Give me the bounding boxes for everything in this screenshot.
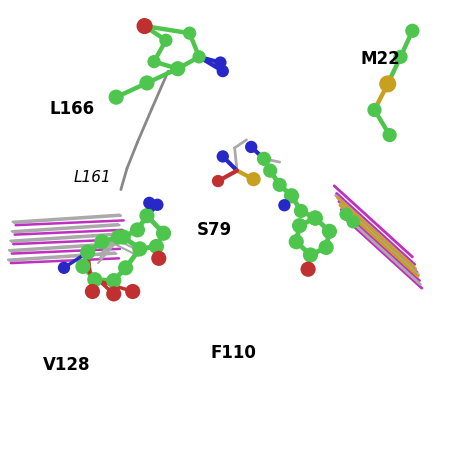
Circle shape xyxy=(308,210,323,226)
Text: F110: F110 xyxy=(211,344,257,362)
Circle shape xyxy=(278,199,291,211)
Circle shape xyxy=(183,27,196,40)
Circle shape xyxy=(284,188,299,203)
Circle shape xyxy=(319,240,334,255)
Circle shape xyxy=(149,239,164,254)
Circle shape xyxy=(214,56,227,69)
Text: M22: M22 xyxy=(360,50,400,68)
Circle shape xyxy=(94,234,109,249)
Circle shape xyxy=(151,251,166,266)
Circle shape xyxy=(125,284,140,299)
Circle shape xyxy=(58,262,70,274)
Circle shape xyxy=(109,90,124,105)
Text: S79: S79 xyxy=(197,220,232,238)
Circle shape xyxy=(379,75,396,92)
Circle shape xyxy=(339,208,353,221)
Circle shape xyxy=(170,61,185,76)
Circle shape xyxy=(393,50,408,64)
Circle shape xyxy=(192,50,206,64)
Circle shape xyxy=(139,75,155,91)
Circle shape xyxy=(80,245,95,260)
Circle shape xyxy=(139,208,155,223)
Circle shape xyxy=(292,218,307,233)
Circle shape xyxy=(143,197,155,209)
Text: L161: L161 xyxy=(73,171,111,185)
Circle shape xyxy=(273,178,287,192)
Circle shape xyxy=(132,241,147,256)
Circle shape xyxy=(151,199,164,211)
Circle shape xyxy=(87,272,102,287)
Circle shape xyxy=(322,224,337,239)
Circle shape xyxy=(383,128,397,142)
Circle shape xyxy=(294,204,308,218)
Circle shape xyxy=(346,215,360,228)
Circle shape xyxy=(118,260,133,275)
Circle shape xyxy=(217,150,229,163)
Circle shape xyxy=(111,229,126,245)
Circle shape xyxy=(308,210,323,226)
Circle shape xyxy=(159,34,173,47)
Circle shape xyxy=(85,284,100,299)
Circle shape xyxy=(245,141,257,153)
Circle shape xyxy=(405,24,419,38)
Circle shape xyxy=(147,55,161,68)
Circle shape xyxy=(106,286,121,301)
Circle shape xyxy=(263,164,277,178)
Circle shape xyxy=(106,273,121,288)
Circle shape xyxy=(217,65,229,77)
Circle shape xyxy=(301,262,316,277)
Circle shape xyxy=(246,172,261,186)
Circle shape xyxy=(130,222,145,237)
Circle shape xyxy=(289,234,304,249)
Circle shape xyxy=(137,18,153,34)
Circle shape xyxy=(303,247,318,263)
Circle shape xyxy=(367,103,382,117)
Circle shape xyxy=(257,152,271,166)
Circle shape xyxy=(212,175,224,187)
Circle shape xyxy=(75,259,91,274)
Text: V128: V128 xyxy=(43,356,90,374)
Circle shape xyxy=(116,229,131,245)
Circle shape xyxy=(156,226,171,241)
Text: L166: L166 xyxy=(50,100,95,118)
